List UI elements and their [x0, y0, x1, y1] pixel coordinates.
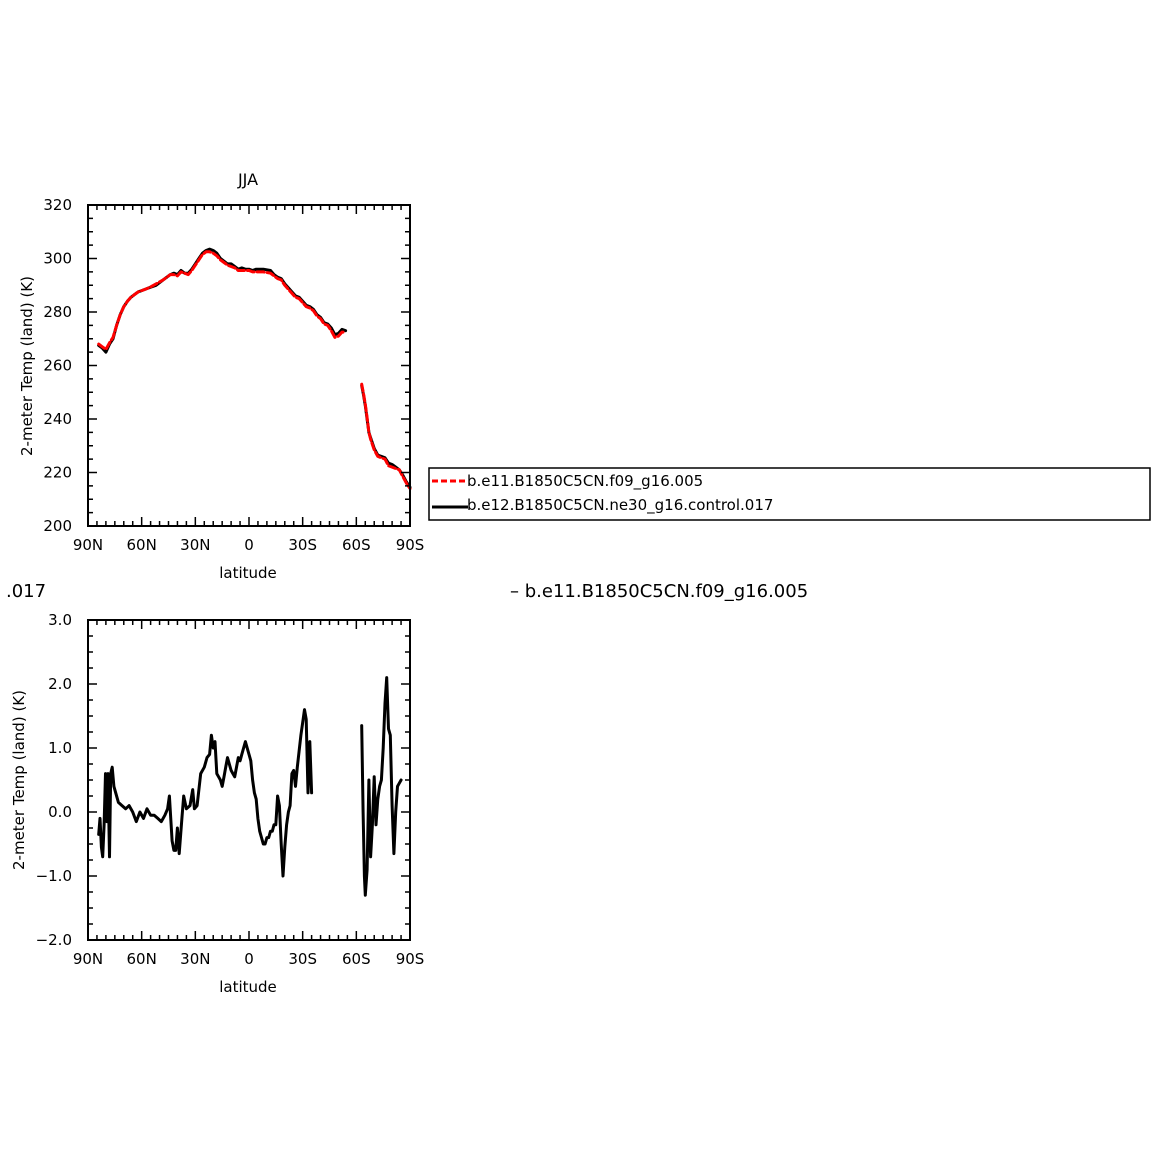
top-chart-title: JJA [237, 170, 258, 189]
bottom-x-tick-label: 0 [244, 950, 254, 968]
bottom-plot-lines [97, 676, 403, 897]
legend: b.e11.B1850C5CN.f09_g16.005 b.e12.B1850C… [428, 467, 1151, 521]
top-x-tick-label: 90N [73, 536, 103, 554]
bottom-x-axis-label: latitude [219, 978, 277, 996]
bottom-x-tick-label: 60S [342, 950, 371, 968]
top-y-tick-label: 260 [43, 357, 72, 375]
top-y-tick-label: 300 [43, 250, 72, 268]
bottom-x-tick-label: 30S [288, 950, 317, 968]
top-series-1-segment-1 [360, 382, 412, 491]
top-plot-frame [87, 204, 411, 527]
bottom-series-0-segment-0 [97, 708, 314, 878]
bottom-y-tick-label: 1.0 [48, 739, 72, 757]
legend-label-series-1: b.e11.B1850C5CN.f09_g16.005 [467, 472, 703, 491]
bottom-y-axis-label: 2-meter Temp (land) (K) [10, 690, 28, 870]
top-y-tick-label: 280 [43, 303, 72, 321]
top-x-tick-label: 30S [288, 536, 317, 554]
bottom-chart: 90N 60N 30N 0 30S 60S 90S−2.0−1.00.01.02.03.0 … [10, 611, 424, 996]
top-x-tick-label: 60N [127, 536, 157, 554]
top-x-tick-label: 30N [180, 536, 210, 554]
bottom-axes: 90N 60N 30N 0 30S 60S 90S −2.0 −1.0 0.0 1.0 2.0 3.0 [36, 611, 425, 968]
top-series-0-segment-0 [97, 247, 348, 354]
bottom-y-tick-label: 0.0 [48, 803, 72, 821]
top-plot-lines [97, 247, 412, 491]
bottom-series-0-segment-1 [360, 676, 403, 897]
top-chart: JJA 90N 60N 30N 0 30S 60S 90S 200 220 240 260 280 30… [18, 170, 424, 582]
top-x-tick-label: 0 [244, 536, 254, 554]
bottom-y-tick-label: −2.0 [36, 931, 72, 949]
bottom-x-tick-label: 60N [127, 950, 157, 968]
legend-box [428, 467, 1151, 521]
legend-label-series-0: b.e12.B1850C5CN.ne30_g16.control.017 [467, 496, 773, 515]
bottom-header-left: .017 [6, 581, 46, 602]
bottom-y-tick-label: −1.0 [36, 867, 72, 885]
top-x-tick-label: 60S [342, 536, 371, 554]
bottom-x-tick-label: 90S [396, 950, 425, 968]
top-y-tick-label: 220 [43, 464, 72, 482]
top-x-axis-label: latitude [219, 564, 277, 582]
top-y-tick-label: 200 [43, 517, 72, 535]
bottom-x-tick-label: 90N [73, 950, 103, 968]
top-y-tick-label: 240 [43, 410, 72, 428]
top-axes: 90N 60N 30N 0 30S 60S 90S 200 220 240 260 280 300 320 [43, 196, 424, 554]
bottom-y-tick-label: 2.0 [48, 675, 72, 693]
top-y-tick-label: 320 [43, 196, 72, 214]
bottom-header-right: – b.e11.B1850C5CN.f09_g16.005 [510, 581, 808, 602]
bottom-x-tick-label: 30N [180, 950, 210, 968]
bottom-y-tick-label: 3.0 [48, 611, 72, 629]
top-x-tick-label: 90S [396, 536, 425, 554]
top-y-axis-label: 2-meter Temp (land) (K) [18, 276, 36, 456]
top-series-1-segment-0 [97, 250, 348, 351]
